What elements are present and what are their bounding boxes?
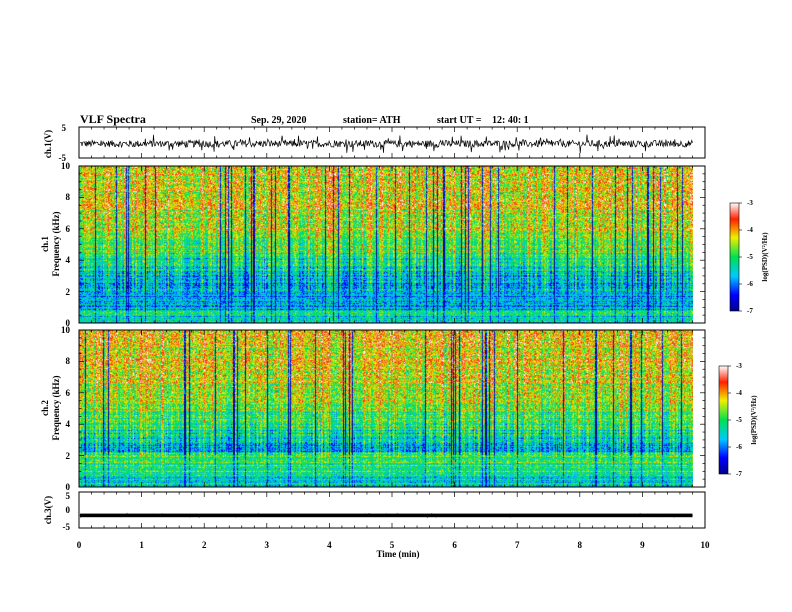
time-tick-label: 8 [578, 540, 583, 550]
ch3-waveform-frame [78, 491, 706, 529]
ch1-ytick-10: 10 [61, 161, 71, 171]
date-label: Sep. 29, 2020 [251, 115, 307, 126]
ch2-ytick-8: 8 [66, 356, 71, 366]
ch1-colorbar-ticks [739, 202, 742, 312]
time-axis-tick-labels: 0 1 2 3 4 5 6 7 8 9 10 [77, 540, 710, 550]
ch1-waveform-ticks [78, 127, 706, 158]
ch1-ytick-5: 5 [62, 123, 67, 133]
start-ut-label: start UT = [437, 115, 482, 126]
time-tick-label: 1 [139, 540, 144, 550]
ch1-cbtick-neg3: -3 [747, 199, 753, 207]
ch1-cbtick-neg5: -5 [747, 253, 753, 261]
ch1-frequency-ylabel: Frequency (kHz) [51, 211, 61, 276]
ch2-ytick-4: 4 [66, 419, 71, 429]
ch2-ytick-6: 6 [66, 388, 71, 398]
time-tick-label: 9 [640, 540, 645, 550]
ch2-spectrogram-ticks [78, 329, 706, 488]
ch2-cbtick-neg6: -6 [736, 443, 742, 451]
ch2-cbtick-neg7: -7 [736, 470, 742, 478]
ch1-spectrogram-ticks [78, 165, 706, 324]
ch2-spectrogram-image [79, 330, 693, 487]
ch1-ytick-6: 6 [66, 224, 71, 234]
ch1-channel-ylabel: ch.1 [40, 236, 50, 252]
chart-title: VLF Spectra [80, 112, 146, 126]
ch1-cbtick-neg6: -6 [747, 280, 753, 288]
ch3-ytick-neg5: -5 [63, 522, 71, 532]
time-tick-label: 2 [202, 540, 207, 550]
time-tick-label: 6 [452, 540, 457, 550]
ch2-colorbar-label: log(PSD)(V²/Hz) [750, 395, 758, 445]
ch3-volt-ylabel: ch.3(V) [43, 496, 53, 524]
ch2-colorbar [718, 365, 729, 475]
ch1-ytick-2: 2 [66, 287, 71, 297]
ch2-ytick-10: 10 [61, 325, 71, 335]
ch2-cbtick-neg4: -4 [736, 389, 742, 397]
ch3-signal-band [80, 513, 693, 518]
ch1-ytick-neg5: -5 [59, 153, 67, 163]
start-time-value: 12: 40: 1 [492, 115, 529, 126]
time-tick-label: 7 [515, 540, 520, 550]
ch2-frequency-ylabel: Frequency (kHz) [51, 375, 61, 440]
time-tick-label: 3 [265, 540, 270, 550]
ch2-cbtick-neg3: -3 [736, 362, 742, 370]
time-axis-label: Time (min) [376, 549, 419, 559]
ch1-ytick-8: 8 [66, 192, 71, 202]
ch1-cbtick-neg4: -4 [747, 226, 753, 234]
waveform-path [79, 134, 693, 154]
ch3-waveform-panel: 5 0 -5 ch.3(V) [43, 491, 706, 532]
ch1-volt-ylabel: ch.1(V) [43, 130, 53, 158]
ch1-spectrogram-image [79, 166, 693, 323]
ch2-ytick-2: 2 [66, 451, 71, 461]
ch3-waveform-ticks [78, 492, 706, 528]
ch2-spectrogram-ytick-labels: 0 2 4 6 8 10 [61, 325, 71, 492]
ch1-colorbar [729, 202, 740, 312]
ch2-channel-ylabel: ch.2 [40, 400, 50, 416]
ch1-ytick-0: 0 [66, 318, 71, 328]
time-tick-label: 0 [77, 540, 82, 550]
ch1-waveform-trace [79, 134, 693, 154]
time-tick-label: 4 [327, 540, 332, 550]
ch3-ytick-0: 0 [66, 505, 71, 515]
ch3-ytick-5: 5 [66, 491, 71, 501]
ch2-cbtick-neg5: -5 [736, 416, 742, 424]
station-label: station= ATH [343, 115, 401, 126]
ch2-colorbar-ticks [728, 365, 731, 475]
time-tick-label: 5 [390, 540, 395, 550]
ch2-spectrogram-panel: 0 2 4 6 8 10 ch.2 Frequency (kHz) -3 -4 … [40, 325, 758, 492]
time-tick-label: 10 [701, 540, 711, 550]
ch2-ytick-0: 0 [66, 482, 71, 492]
ch3-waveform-trace [79, 512, 693, 519]
ch1-cbtick-neg7: -7 [747, 307, 753, 315]
ch1-ytick-4: 4 [66, 255, 71, 265]
ch1-spectrogram-panel: 0 2 4 6 8 10 ch.1 Frequency (kHz) -3 -4 … [40, 161, 769, 328]
ch1-waveform-panel: 5 -5 ch.1(V) [43, 123, 706, 163]
ch1-spectrogram-ytick-labels: 0 2 4 6 8 10 [61, 161, 71, 328]
ch1-colorbar-label: log(PSD)(V²/Hz) [761, 232, 769, 282]
